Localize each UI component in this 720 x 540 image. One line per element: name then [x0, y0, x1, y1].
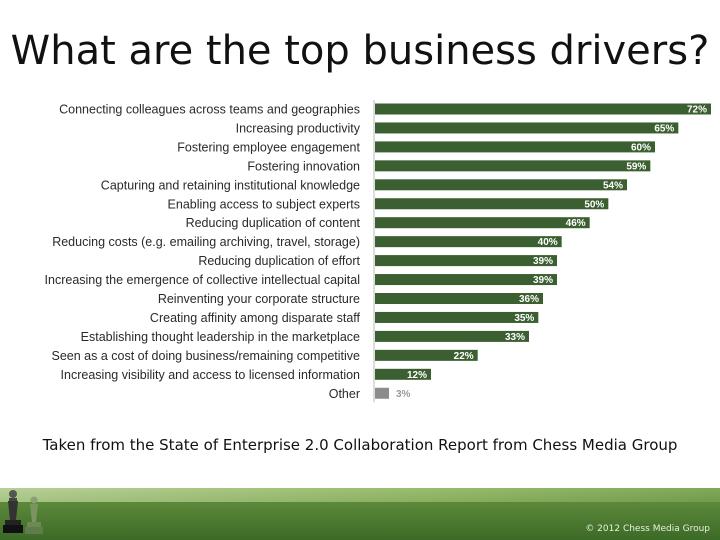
category-label: Increasing visibility and access to lice… — [61, 368, 360, 382]
slide-title: What are the top business drivers? — [10, 28, 710, 74]
bar — [375, 179, 627, 191]
bar — [375, 217, 590, 229]
value-label: 40% — [538, 237, 558, 248]
source-caption: Taken from the State of Enterprise 2.0 C… — [42, 436, 678, 454]
value-label: 39% — [533, 256, 553, 267]
chess-pieces-icon — [3, 490, 43, 534]
category-label: Fostering employee engagement — [177, 140, 360, 154]
category-label: Creating affinity among disparate staff — [150, 311, 361, 325]
bar — [375, 387, 389, 399]
category-label: Capturing and retaining institutional kn… — [101, 178, 360, 192]
category-label: Other — [329, 387, 360, 401]
footer-copyright: © 2012 Chess Media Group — [585, 524, 710, 534]
value-label: 22% — [454, 351, 474, 362]
bar — [375, 293, 543, 304]
value-label: 50% — [584, 199, 604, 210]
category-label: Seen as a cost of doing business/remaini… — [51, 349, 360, 363]
category-label: Reducing costs (e.g. emailing archiving,… — [52, 235, 360, 249]
value-label: 46% — [566, 218, 586, 229]
bar — [375, 122, 679, 134]
bar — [375, 160, 651, 172]
bar — [375, 311, 539, 323]
value-label: 39% — [533, 275, 553, 286]
category-label: Reinventing your corporate structure — [158, 292, 360, 306]
value-label: 36% — [519, 294, 539, 305]
bar — [375, 255, 557, 267]
value-label: 33% — [505, 332, 525, 343]
bar — [375, 236, 562, 248]
category-label: Fostering innovation — [247, 159, 360, 173]
bar — [375, 198, 609, 210]
footer-highlight — [0, 488, 720, 502]
category-label: Establishing thought leadership in the m… — [81, 330, 360, 344]
value-label: 65% — [654, 123, 674, 134]
category-label: Enabling access to subject experts — [168, 197, 360, 211]
bar — [375, 368, 431, 380]
value-label: 59% — [626, 161, 646, 172]
bar — [375, 349, 478, 361]
value-label: 60% — [631, 142, 651, 153]
category-label: Reducing duplication of content — [186, 216, 361, 230]
value-label: 3% — [396, 389, 411, 400]
value-label: 12% — [407, 370, 427, 381]
value-label: 54% — [603, 180, 623, 191]
category-label: Increasing productivity — [236, 121, 361, 135]
value-label: 72% — [687, 105, 707, 116]
category-label: Connecting colleagues across teams and g… — [59, 103, 360, 117]
value-label: 35% — [514, 313, 534, 324]
bar — [375, 274, 557, 286]
business-drivers-bar-chart: Connecting colleagues across teams and g… — [45, 100, 711, 403]
bar — [375, 141, 655, 153]
category-label: Increasing the emergence of collective i… — [45, 273, 360, 287]
bar — [375, 103, 711, 115]
category-label: Reducing duplication of effort — [198, 254, 360, 268]
bar — [375, 330, 529, 342]
